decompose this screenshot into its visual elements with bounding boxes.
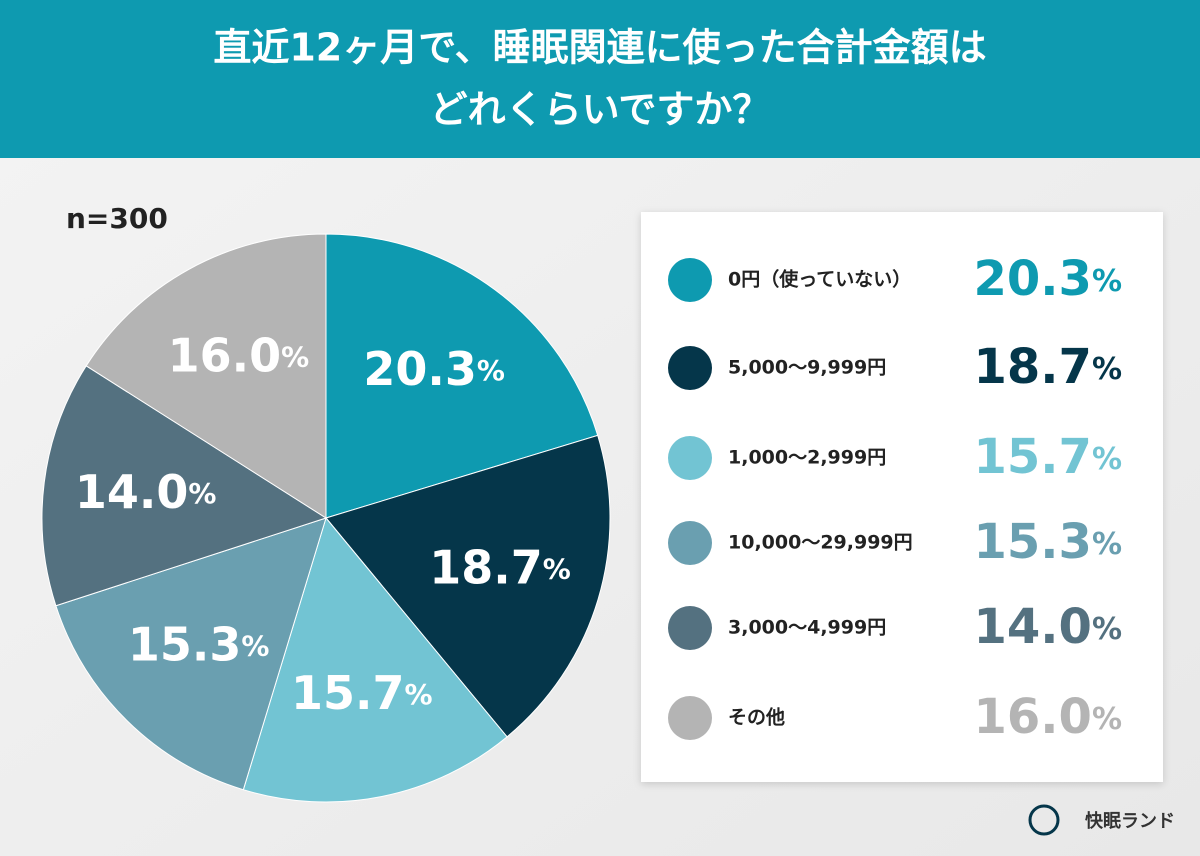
legend-value: 15.3% [974,514,1123,570]
legend-label: 3,000〜4,999円 [728,617,886,639]
legend-swatch [668,258,712,302]
pie-slice [325,233,599,519]
legend-label: 10,000〜29,999円 [728,532,913,554]
legend-swatch [668,696,712,740]
legend-value: 16.0% [974,689,1123,745]
data-label: 14.0% [75,465,217,519]
legend-swatch [668,521,712,565]
legend-label: 1,000〜2,999円 [728,447,886,469]
data-label: 18.7% [429,540,571,594]
data-label: 16.0% [168,328,310,382]
brand-logo [1028,804,1060,836]
data-label: 15.3% [128,617,270,671]
legend-value: 14.0% [974,599,1123,655]
pie-slice [325,434,611,738]
header-band [0,0,1200,158]
legend-value: 18.7% [974,339,1123,395]
legend-value: 20.3% [974,251,1123,307]
pie-slice [41,365,328,607]
legend-label: 5,000〜9,999円 [728,357,886,379]
legend-panel [641,212,1163,782]
legend-swatch [668,346,712,390]
chart-title: 直近12ヶ月で、睡眠関連に使った合計金額は [213,26,986,70]
legend-label: その他 [728,706,785,729]
data-label: 15.7% [291,666,433,720]
legend-swatch [668,436,712,480]
legend-value: 15.7% [974,429,1123,485]
chart-title: どれくらいですか？ [430,88,771,132]
brand: 快眠ランド [1085,810,1175,832]
pie-slice [85,233,327,519]
legend-label: 0円（使っていない） [728,268,911,291]
pie-slice [242,516,508,803]
data-label: 20.3% [363,341,505,395]
sample-size: n=300 [66,202,168,235]
legend-swatch [668,606,712,650]
pie-slice [55,517,327,791]
